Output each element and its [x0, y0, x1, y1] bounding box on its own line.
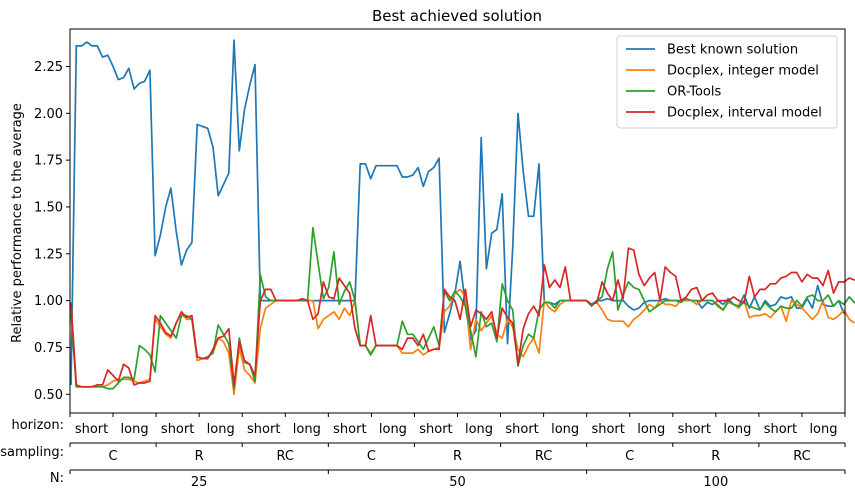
- x-tick-label-horizon: long: [379, 422, 407, 437]
- x-tick-label-n: 50: [449, 475, 466, 490]
- x-tick-label-horizon: long: [723, 422, 751, 437]
- x-level-label-n: N:: [50, 471, 64, 486]
- y-tick-label: 0.75: [34, 341, 63, 356]
- x-tick-label-horizon: short: [161, 422, 194, 437]
- plot-area: [70, 39, 855, 396]
- x-tick-label-horizon: short: [505, 422, 538, 437]
- x-tick-label-horizon: short: [678, 422, 711, 437]
- x-tick-label-horizon: short: [591, 422, 624, 437]
- series-line-4: [70, 247, 855, 388]
- y-tick-label: 1.25: [34, 247, 63, 262]
- x-tick-label-horizon: long: [551, 422, 579, 437]
- x-tick-label-sampling: C: [367, 449, 376, 464]
- x-tick-label-sampling: RC: [793, 449, 810, 464]
- x-tick-label-sampling: C: [109, 449, 118, 464]
- x-tick-label-horizon: short: [75, 422, 108, 437]
- x-tick-label-n: 100: [703, 475, 728, 490]
- legend-entry-1: Best known solution: [667, 43, 798, 58]
- x-tick-label-n: 25: [191, 475, 208, 490]
- x-tick-label-sampling: R: [711, 449, 720, 464]
- x-tick-label-sampling: R: [453, 449, 462, 464]
- x-tick-label-sampling: C: [625, 449, 634, 464]
- x-tick-label-horizon: long: [809, 422, 837, 437]
- legend-entry-4: Docplex, interval model: [667, 106, 822, 121]
- y-tick-label: 1.00: [34, 294, 63, 309]
- x-tick-label-horizon: long: [637, 422, 665, 437]
- chart-title: Best achieved solution: [372, 7, 542, 25]
- legend-entry-3: OR-Tools: [667, 85, 721, 100]
- x-tick-label-horizon: short: [333, 422, 366, 437]
- x-tick-label-sampling: R: [195, 449, 204, 464]
- x-hierarchy-labels: horizon: short long short long short long short…: [0, 413, 846, 490]
- x-tick-label-horizon: short: [247, 422, 280, 437]
- x-tick-label-horizon: long: [207, 422, 235, 437]
- legend-entry-2: Docplex, integer model: [667, 64, 819, 79]
- x-tick-label-horizon: short: [419, 422, 452, 437]
- x-tick-label-horizon: long: [465, 422, 493, 437]
- x-tick-label-sampling: RC: [535, 449, 552, 464]
- y-axis-label: Relative performance to the average: [10, 103, 25, 343]
- x-tick-label-horizon: long: [121, 422, 149, 437]
- y-tick-label: 1.75: [34, 154, 63, 169]
- legend: Best known solution Docplex, integer mode…: [616, 35, 838, 129]
- x-tick-label-sampling: RC: [277, 449, 294, 464]
- y-tick-label: 2.25: [34, 60, 63, 75]
- x-tick-label-horizon: long: [293, 422, 321, 437]
- y-tick-label: 1.50: [34, 200, 63, 215]
- x-level-label-horizon: horizon:: [11, 418, 64, 433]
- y-tick-label: 0.50: [34, 388, 63, 403]
- x-tick-label-horizon: short: [764, 422, 797, 437]
- y-tick-label: 2.00: [34, 107, 63, 122]
- legend-box: [616, 35, 838, 129]
- x-level-label-sampling: sampling:: [0, 445, 64, 460]
